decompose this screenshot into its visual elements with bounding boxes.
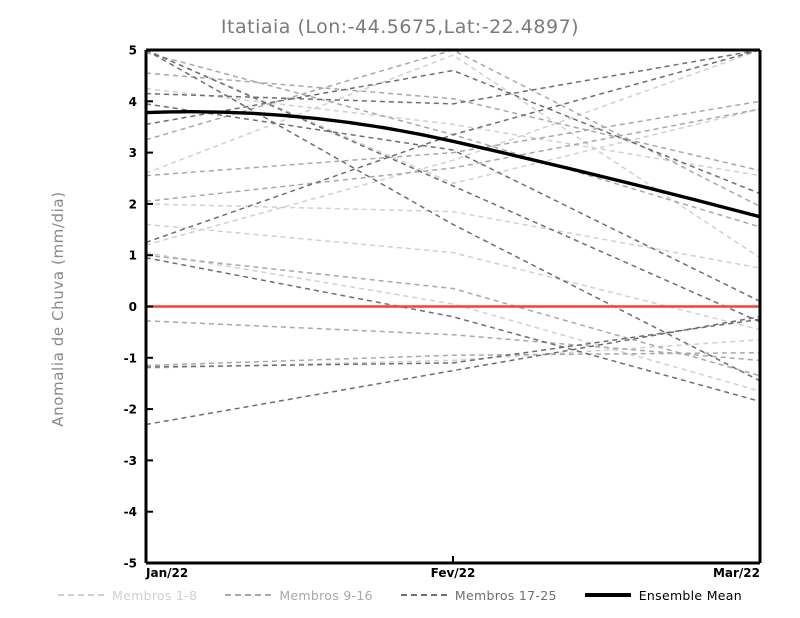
legend-item[interactable]: Membros 1-8 <box>58 588 197 603</box>
x-axis-ticks: Jan/22 Fev/22 Mar/22 <box>145 556 761 580</box>
series-layer <box>146 50 760 426</box>
y-tick-label: -5 <box>124 557 137 571</box>
y-tick-label: 2 <box>129 197 137 211</box>
member-line <box>146 54 760 259</box>
x-tick-label: Mar/22 <box>713 566 760 580</box>
legend-swatch <box>225 594 272 596</box>
member-line <box>146 251 760 392</box>
legend-swatch <box>584 593 631 597</box>
y-tick-label: 4 <box>129 95 137 109</box>
y-tick-label: -1 <box>124 351 137 365</box>
member-line <box>146 103 760 303</box>
page-title: Itatiaia (Lon:-44.5675,Lat:-22.4897) <box>220 16 580 38</box>
legend-label: Ensemble Mean <box>638 587 742 603</box>
member-line <box>146 72 760 172</box>
member-line <box>146 50 760 382</box>
ensemble-mean-line <box>146 110 760 219</box>
y-tick-label: 3 <box>129 146 137 160</box>
legend-item[interactable]: Ensemble Mean <box>584 587 742 603</box>
member-line <box>146 351 760 367</box>
legend-swatch <box>400 594 447 596</box>
member-line <box>146 50 760 208</box>
legend-item[interactable]: Membros 9-16 <box>225 588 373 603</box>
x-tick-label: Fev/22 <box>431 566 476 580</box>
member-line <box>146 50 760 185</box>
member-line <box>146 203 760 269</box>
member-line <box>146 318 760 368</box>
legend-item[interactable]: Membros 17-25 <box>400 587 557 603</box>
member-line <box>146 108 760 203</box>
member-line <box>146 254 760 377</box>
y-tick-label: -2 <box>124 403 137 417</box>
y-tick-label: 0 <box>129 300 137 314</box>
member-line <box>146 87 760 177</box>
legend-label: Membros 17-25 <box>454 587 557 603</box>
member-line <box>146 320 760 362</box>
member-line <box>146 69 760 195</box>
y-tick-label: 1 <box>129 249 137 263</box>
axis-frame-layer <box>144 48 762 565</box>
y-tick-label: -4 <box>124 505 137 519</box>
member-line <box>146 50 760 246</box>
member-line <box>146 50 760 323</box>
y-tick-label: 5 <box>129 44 137 58</box>
legend-label: Membros 9-16 <box>279 587 373 603</box>
member-line <box>146 257 760 403</box>
member-line <box>146 50 760 244</box>
member-line <box>146 316 760 426</box>
legend-label: Membros 1-8 <box>112 587 198 603</box>
chart-legend: Membros 1-8 Membros 9-16 Membros 17-25 Ense… <box>0 584 800 606</box>
member-line <box>146 223 760 331</box>
member-line <box>146 50 760 105</box>
y-tick-label: -3 <box>124 454 137 468</box>
y-axis-ticks: 5 4 3 2 1 0 -1 -2 -3 -4 -5 <box>124 44 153 571</box>
member-line <box>146 100 760 177</box>
legend-swatch <box>58 594 105 596</box>
x-tick-label: Jan/22 <box>145 566 188 580</box>
